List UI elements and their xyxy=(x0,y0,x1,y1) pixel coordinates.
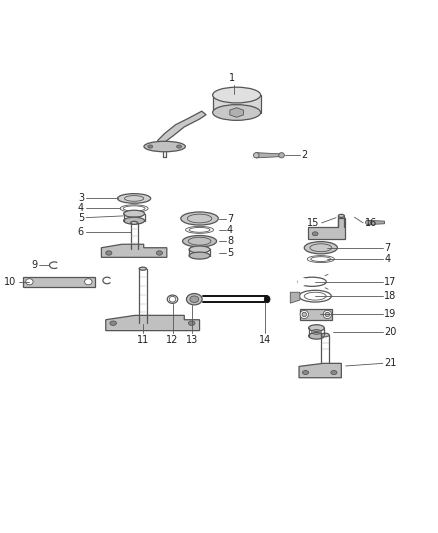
Ellipse shape xyxy=(338,214,344,217)
Ellipse shape xyxy=(131,247,138,251)
Ellipse shape xyxy=(325,312,329,317)
Text: 18: 18 xyxy=(384,291,396,301)
Ellipse shape xyxy=(26,279,33,285)
Polygon shape xyxy=(308,218,345,239)
Polygon shape xyxy=(156,111,206,147)
Text: 14: 14 xyxy=(259,335,271,345)
Text: 7: 7 xyxy=(384,243,390,253)
Polygon shape xyxy=(299,364,341,378)
Polygon shape xyxy=(300,309,332,320)
Text: 21: 21 xyxy=(384,358,396,368)
Ellipse shape xyxy=(189,252,210,259)
Ellipse shape xyxy=(188,321,195,325)
Ellipse shape xyxy=(321,333,329,337)
Ellipse shape xyxy=(183,236,216,247)
Text: 7: 7 xyxy=(227,214,233,223)
Text: 19: 19 xyxy=(384,310,396,319)
Text: 6: 6 xyxy=(78,228,84,238)
Polygon shape xyxy=(290,292,300,303)
Ellipse shape xyxy=(366,220,371,224)
Text: 4: 4 xyxy=(78,204,84,214)
Ellipse shape xyxy=(131,221,138,224)
Text: 4: 4 xyxy=(384,254,390,264)
Ellipse shape xyxy=(139,321,147,325)
Text: 8: 8 xyxy=(227,236,233,246)
Text: 5: 5 xyxy=(78,213,84,223)
Ellipse shape xyxy=(110,321,117,325)
Text: 9: 9 xyxy=(32,260,38,270)
Ellipse shape xyxy=(212,87,261,103)
Ellipse shape xyxy=(279,152,284,158)
Ellipse shape xyxy=(139,267,147,270)
Ellipse shape xyxy=(156,251,162,255)
Polygon shape xyxy=(256,152,282,158)
Text: 4: 4 xyxy=(227,225,233,235)
Ellipse shape xyxy=(212,104,261,120)
Ellipse shape xyxy=(181,212,218,225)
Text: 20: 20 xyxy=(384,327,396,337)
Ellipse shape xyxy=(106,251,112,255)
Ellipse shape xyxy=(190,296,199,303)
Text: 12: 12 xyxy=(166,335,179,345)
Ellipse shape xyxy=(148,145,153,148)
Text: 1: 1 xyxy=(229,73,235,83)
Ellipse shape xyxy=(189,246,210,253)
Ellipse shape xyxy=(124,217,145,224)
Text: 11: 11 xyxy=(137,335,149,345)
Ellipse shape xyxy=(85,279,92,285)
Text: 16: 16 xyxy=(364,218,377,228)
Text: 3: 3 xyxy=(78,193,84,204)
Ellipse shape xyxy=(331,370,337,375)
Ellipse shape xyxy=(117,193,151,203)
Ellipse shape xyxy=(304,241,337,254)
Polygon shape xyxy=(368,220,385,224)
Ellipse shape xyxy=(254,152,259,158)
Ellipse shape xyxy=(124,210,145,217)
Ellipse shape xyxy=(177,145,181,148)
Ellipse shape xyxy=(309,333,324,339)
Polygon shape xyxy=(230,108,244,117)
Ellipse shape xyxy=(309,325,324,332)
Ellipse shape xyxy=(323,310,332,319)
Text: 10: 10 xyxy=(4,277,16,287)
Ellipse shape xyxy=(144,141,185,152)
Wedge shape xyxy=(298,276,312,288)
Text: 5: 5 xyxy=(227,247,233,257)
Polygon shape xyxy=(106,316,200,330)
Text: 13: 13 xyxy=(186,335,198,345)
Ellipse shape xyxy=(302,312,307,317)
Text: 17: 17 xyxy=(384,277,396,287)
Ellipse shape xyxy=(187,294,202,305)
Polygon shape xyxy=(212,95,261,112)
Ellipse shape xyxy=(312,232,318,236)
Text: 2: 2 xyxy=(301,150,307,160)
Ellipse shape xyxy=(265,296,270,303)
Text: 15: 15 xyxy=(307,218,319,228)
Ellipse shape xyxy=(303,370,309,375)
Ellipse shape xyxy=(300,310,308,319)
Polygon shape xyxy=(102,244,167,257)
Polygon shape xyxy=(23,277,95,287)
